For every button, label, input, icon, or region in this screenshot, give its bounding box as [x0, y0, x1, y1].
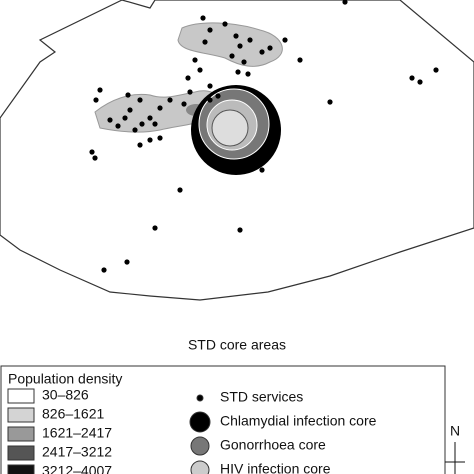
symbol-label: STD services [220, 389, 303, 405]
service-dot [222, 21, 228, 27]
service-dot [200, 15, 206, 21]
service-dot [177, 187, 183, 193]
density-swatch [7, 407, 35, 423]
density-swatch [7, 445, 35, 461]
service-dot [207, 83, 213, 89]
symbol-swatch [189, 411, 211, 433]
symbol-label: Chlamydial infection core [220, 413, 377, 429]
density-label: 30–826 [42, 387, 89, 403]
north-arrow: N [445, 423, 465, 474]
service-dot [147, 115, 153, 121]
service-dot [139, 121, 145, 127]
service-dot [207, 97, 213, 103]
service-dot [122, 115, 128, 121]
service-dot [202, 39, 208, 45]
density-swatch [7, 464, 35, 474]
service-dot [237, 43, 243, 49]
service-dot [433, 67, 439, 73]
service-dot [207, 27, 213, 33]
service-dot [237, 227, 243, 233]
service-dot [125, 92, 131, 98]
density-swatch [7, 426, 35, 442]
service-dot [152, 225, 158, 231]
service-dot [192, 57, 198, 63]
service-dot [417, 79, 423, 85]
service-dot [259, 49, 265, 55]
service-dot [97, 87, 103, 93]
service-dot [282, 37, 288, 43]
service-dot [157, 105, 163, 111]
service-dot [409, 75, 415, 81]
service-dot [327, 99, 333, 105]
service-dot [152, 121, 158, 127]
legend-box [0, 365, 446, 474]
service-dot [233, 33, 239, 39]
service-dot [181, 101, 187, 107]
service-dot [215, 93, 221, 99]
service-dot [93, 97, 99, 103]
service-dot [137, 142, 143, 148]
symbol-legend: STD services Chlamydial infection core Gon… [189, 389, 377, 474]
std-services [89, 0, 439, 273]
service-dot [107, 117, 113, 123]
legend-title: Population density [8, 371, 122, 387]
service-dot [157, 135, 163, 141]
map-title: STD core areas [188, 337, 286, 353]
service-dot [245, 71, 251, 77]
symbol-label: HIV infection core [220, 461, 331, 474]
density-legend: 30–826 826–1621 1621–2417 2417–3212 3212–400… [7, 387, 112, 474]
service-dot [147, 137, 153, 143]
service-dot [235, 69, 241, 75]
service-dot [247, 37, 253, 43]
symbol-label: Gonorrhoea core [220, 437, 326, 453]
service-dot [297, 57, 303, 63]
density-label: 3212–4007 [42, 463, 112, 474]
density-swatch [7, 388, 35, 404]
service-dot [124, 259, 130, 265]
map [0, 0, 474, 301]
service-dot [241, 59, 247, 65]
service-dot [89, 149, 95, 155]
density-area [177, 22, 283, 67]
density-label: 826–1621 [42, 406, 105, 422]
service-dot [127, 107, 133, 113]
service-dot [185, 75, 191, 81]
service-dot [167, 97, 173, 103]
service-dot [132, 127, 138, 133]
density-label: 1621–2417 [42, 425, 112, 441]
hiv-core [211, 109, 249, 147]
service-dot [101, 267, 107, 273]
service-dot [259, 167, 265, 173]
symbol-swatch [196, 394, 204, 402]
service-dot [115, 123, 121, 129]
service-dot [92, 155, 98, 161]
north-label: N [450, 423, 460, 439]
service-dot [342, 0, 348, 5]
symbol-swatch [190, 460, 210, 474]
service-dot [137, 97, 143, 103]
service-dot [187, 89, 193, 95]
service-dot [267, 45, 273, 51]
symbol-swatch [190, 436, 210, 456]
service-dot [229, 53, 235, 59]
density-label: 2417–3212 [42, 444, 112, 460]
service-dot [197, 67, 203, 73]
